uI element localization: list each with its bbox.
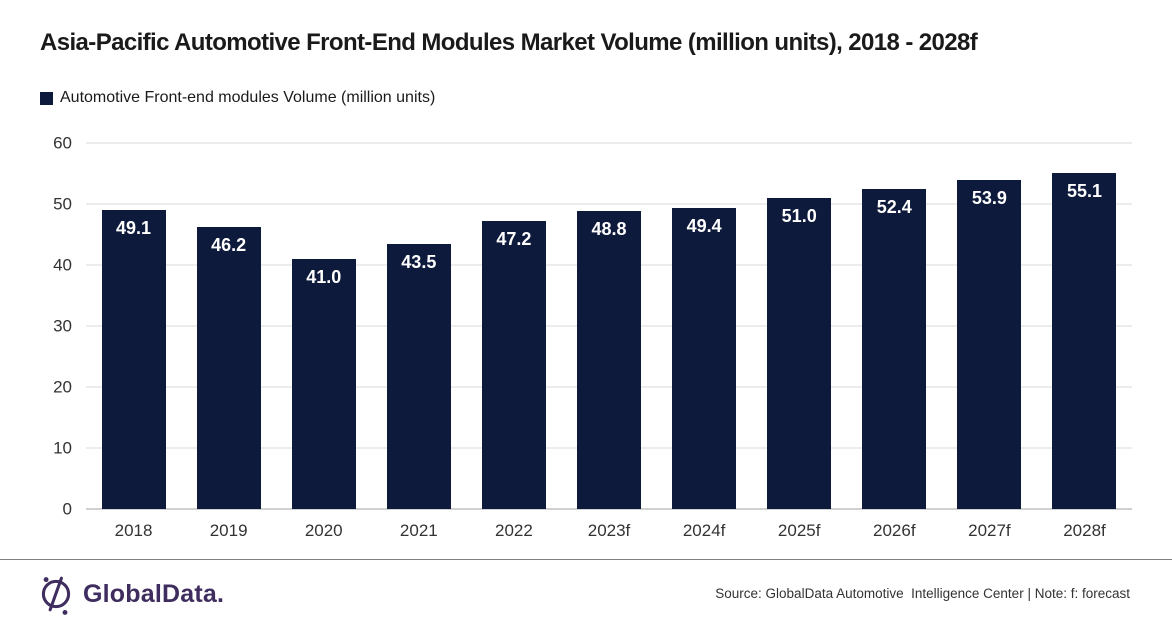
bar-2022: 47.2 <box>481 221 546 509</box>
globaldata-brand: GlobalData. <box>38 572 224 616</box>
bar-2020: 41.0 <box>291 258 356 509</box>
bar-value-label-2020: 41.0 <box>306 266 342 287</box>
bar-slot-2025f: 51.0 <box>752 143 847 509</box>
y-tick-label-0: 0 <box>62 499 72 519</box>
gridline-50 <box>86 203 1132 205</box>
bar-slot-2026f: 52.4 <box>847 143 942 509</box>
bar-value-label-2025f: 51.0 <box>781 205 817 226</box>
x-tick-label-2019: 2019 <box>209 521 248 540</box>
bar-slot-2018: 49.1 <box>86 143 181 509</box>
bar-slot-2022: 47.2 <box>466 143 561 509</box>
y-tick-label-40: 40 <box>53 255 72 275</box>
legend: Automotive Front-end modules Volume (mil… <box>40 89 435 107</box>
bar-value-label-2026f: 52.4 <box>876 197 912 218</box>
bar-value-label-2022: 47.2 <box>496 229 532 250</box>
x-tick-label-2023f: 2023f <box>587 521 631 540</box>
bar-2028f: 55.1 <box>1052 172 1117 509</box>
gridline-60 <box>86 142 1132 144</box>
bar-2023f: 48.8 <box>577 211 642 509</box>
x-tick-label-2028f: 2028f <box>1063 521 1106 540</box>
y-tick-label-60: 60 <box>53 133 72 153</box>
x-axis-line <box>86 508 1132 510</box>
x-tick-label-2021: 2021 <box>399 521 438 540</box>
bar-slot-2019: 46.2 <box>181 143 276 509</box>
bar-2021: 43.5 <box>386 243 451 509</box>
legend-swatch-icon <box>40 91 53 105</box>
bars: 49.1 46.2 41.0 43.5 47.2 48.8 49.4 51.0 52.4 53.9… <box>86 143 1132 509</box>
bar-value-label-2021: 43.5 <box>401 251 437 272</box>
x-tick-label-2025f: 2025f <box>777 521 821 540</box>
bar-value-label-2019: 46.2 <box>211 235 247 256</box>
bar-slot-2020: 41.0 <box>276 143 371 509</box>
globaldata-logo-text: GlobalData. <box>83 579 225 608</box>
bar-2019: 46.2 <box>196 227 261 509</box>
bar-chart-plot-area: 0 10 20 30 40 50 60 49.1 46.2 41.0 43.5 47.2 48.8 49… <box>53 135 1132 540</box>
bar-slot-2021: 43.5 <box>371 143 466 509</box>
y-tick-label-30: 30 <box>53 316 72 336</box>
y-axis-labels: 0 10 20 30 40 50 60 <box>53 135 1132 518</box>
bar-2018: 49.1 <box>101 209 166 509</box>
x-tick-label-2026f: 2026f <box>873 521 916 540</box>
legend-label: Automotive Front-end modules Volume (mil… <box>60 89 436 106</box>
footer: GlobalData. Source: GlobalData Automotiv… <box>0 560 1172 628</box>
bar-2027f: 53.9 <box>957 180 1022 509</box>
bar-slot-2027f: 53.9 <box>942 143 1037 509</box>
bar-value-label-2027f: 53.9 <box>971 188 1007 209</box>
bar-value-label-2023f: 48.8 <box>591 219 627 240</box>
x-tick-label-2024f: 2024f <box>682 521 726 540</box>
bar-value-label-2018: 49.1 <box>116 217 152 238</box>
footer-divider <box>0 559 1172 560</box>
bar-slot-2028f: 55.1 <box>1037 143 1132 509</box>
bar-2026f: 52.4 <box>862 189 927 509</box>
y-tick-label-50: 50 <box>53 194 72 214</box>
bar-value-label-2028f: 55.1 <box>1066 180 1102 201</box>
bar-2024f: 49.4 <box>672 207 737 509</box>
y-tick-label-10: 10 <box>53 438 72 458</box>
x-tick-label-2020: 2020 <box>304 521 343 540</box>
x-tick-label-2018: 2018 <box>114 521 153 540</box>
bar-slot-2024f: 49.4 <box>657 143 752 509</box>
x-tick-label-2022: 2022 <box>495 521 533 540</box>
bar-slot-2023f: 48.8 <box>561 143 656 509</box>
bar-2025f: 51.0 <box>767 197 832 509</box>
source-note: Source: GlobalData Automotive Intelligen… <box>715 586 1130 601</box>
y-tick-label-20: 20 <box>53 377 72 397</box>
x-axis-labels: 2018 2019 2020 2021 2022 2023f 2024f 2025f 2026f… <box>86 509 1132 541</box>
bar-value-label-2024f: 49.4 <box>686 215 722 236</box>
globaldata-logo-icon <box>41 576 71 615</box>
chart-title: Asia-Pacific Automotive Front-End Module… <box>40 29 978 56</box>
x-tick-label-2027f: 2027f <box>968 521 1011 540</box>
